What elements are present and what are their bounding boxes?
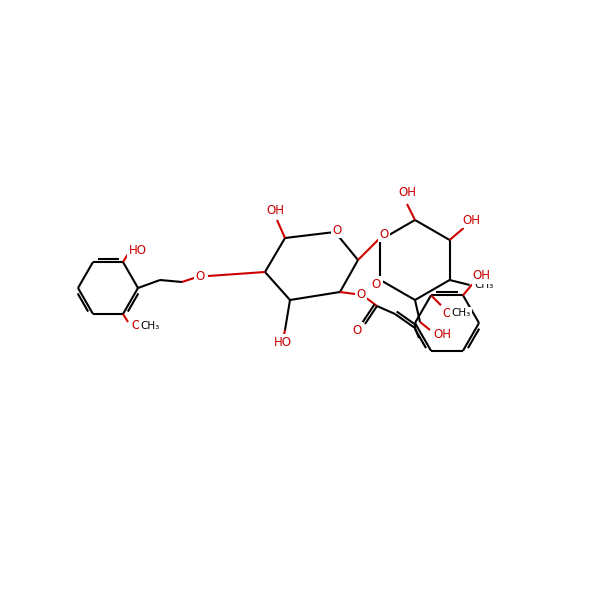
Text: HO: HO [129,244,147,257]
Text: O: O [356,287,365,301]
Text: CH₃: CH₃ [451,308,470,318]
Text: O: O [196,269,205,283]
Text: CH₃: CH₃ [140,321,160,331]
Text: OH: OH [266,203,284,217]
Text: O: O [352,323,362,337]
Text: O: O [131,319,140,332]
Text: O: O [372,277,381,290]
Text: OH: OH [398,187,416,199]
Text: OH: OH [472,269,490,282]
Text: CH₃: CH₃ [474,280,493,290]
Text: OH: OH [463,214,481,226]
Text: HO: HO [274,335,292,349]
Text: O: O [379,227,389,241]
Text: O: O [442,307,452,320]
Text: O: O [332,223,341,236]
Text: OH: OH [433,328,451,340]
